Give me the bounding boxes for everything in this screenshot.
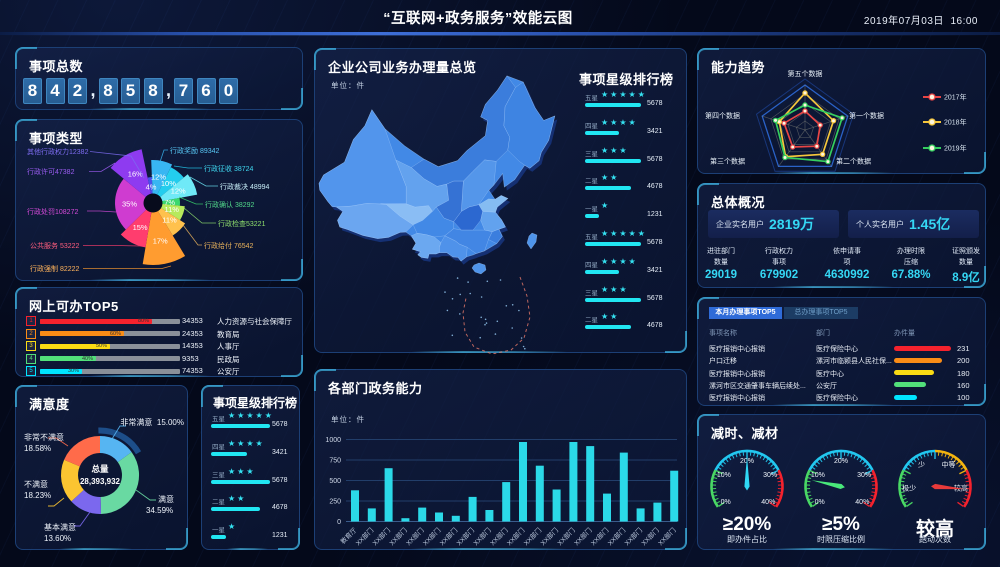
svg-text:2019年: 2019年 [944,144,967,153]
svg-text:中等: 中等 [942,460,956,469]
svg-text:11%: 11% [162,215,177,224]
svg-text:XX部门: XX部门 [370,526,392,548]
svg-text:2018年: 2018年 [944,118,967,127]
svg-text:40%: 40% [761,499,775,506]
svg-text:12%: 12% [171,187,186,196]
svg-text:XX部门: XX部门 [471,526,493,548]
svg-text:XX部门: XX部门 [454,526,476,548]
svg-text:0%: 0% [721,499,731,506]
svg-text:XX部门: XX部门 [404,526,426,548]
svg-text:第二个数据: 第二个数据 [836,157,871,166]
svg-text:XX部门: XX部门 [387,526,409,548]
svg-text:第五个数据: 第五个数据 [788,69,823,78]
svg-text:40%: 40% [855,499,869,506]
svg-text:XX部门: XX部门 [622,526,644,548]
svg-text:17%: 17% [153,236,168,245]
svg-text:少: 少 [918,461,925,469]
svg-text:4%: 4% [146,183,157,192]
svg-text:0%: 0% [815,499,825,506]
svg-text:0: 0 [337,519,341,526]
svg-text:XX部门: XX部门 [589,526,611,548]
svg-text:12%: 12% [151,172,166,181]
svg-text:第三个数据: 第三个数据 [710,157,745,166]
svg-text:XX部门: XX部门 [656,526,678,548]
svg-text:第一个数据: 第一个数据 [849,111,884,120]
svg-text:500: 500 [329,478,341,485]
svg-text:极少: 极少 [902,484,916,493]
svg-text:35%: 35% [122,200,137,209]
svg-text:10%: 10% [161,179,176,188]
svg-text:XX部门: XX部门 [354,526,376,548]
svg-text:30%: 30% [763,472,777,479]
svg-text:XX部门: XX部门 [606,526,628,548]
svg-text:XX部门: XX部门 [488,526,510,548]
svg-text:XX部门: XX部门 [421,526,443,548]
svg-text:16%: 16% [128,169,143,178]
svg-text:XX部门: XX部门 [572,526,594,548]
svg-text:XX部门: XX部门 [438,526,460,548]
svg-text:750: 750 [329,458,341,465]
svg-text:250: 250 [329,499,341,506]
svg-text:30%: 30% [857,472,871,479]
svg-text:7%: 7% [164,198,175,207]
svg-text:10%: 10% [717,472,731,479]
svg-text:XX部门: XX部门 [505,526,527,548]
svg-text:较高: 较高 [954,484,968,493]
svg-text:2017年: 2017年 [944,93,967,102]
svg-text:XX部门: XX部门 [538,526,560,548]
svg-text:1000: 1000 [325,437,341,444]
svg-text:20%: 20% [834,458,848,465]
svg-text:15%: 15% [133,223,148,232]
svg-text:XX部门: XX部门 [522,526,544,548]
svg-text:11%: 11% [164,205,179,214]
svg-text:第四个数据: 第四个数据 [705,111,740,120]
svg-text:XX部门: XX部门 [555,526,577,548]
svg-text:XX部门: XX部门 [639,526,661,548]
svg-text:10%: 10% [811,472,825,479]
